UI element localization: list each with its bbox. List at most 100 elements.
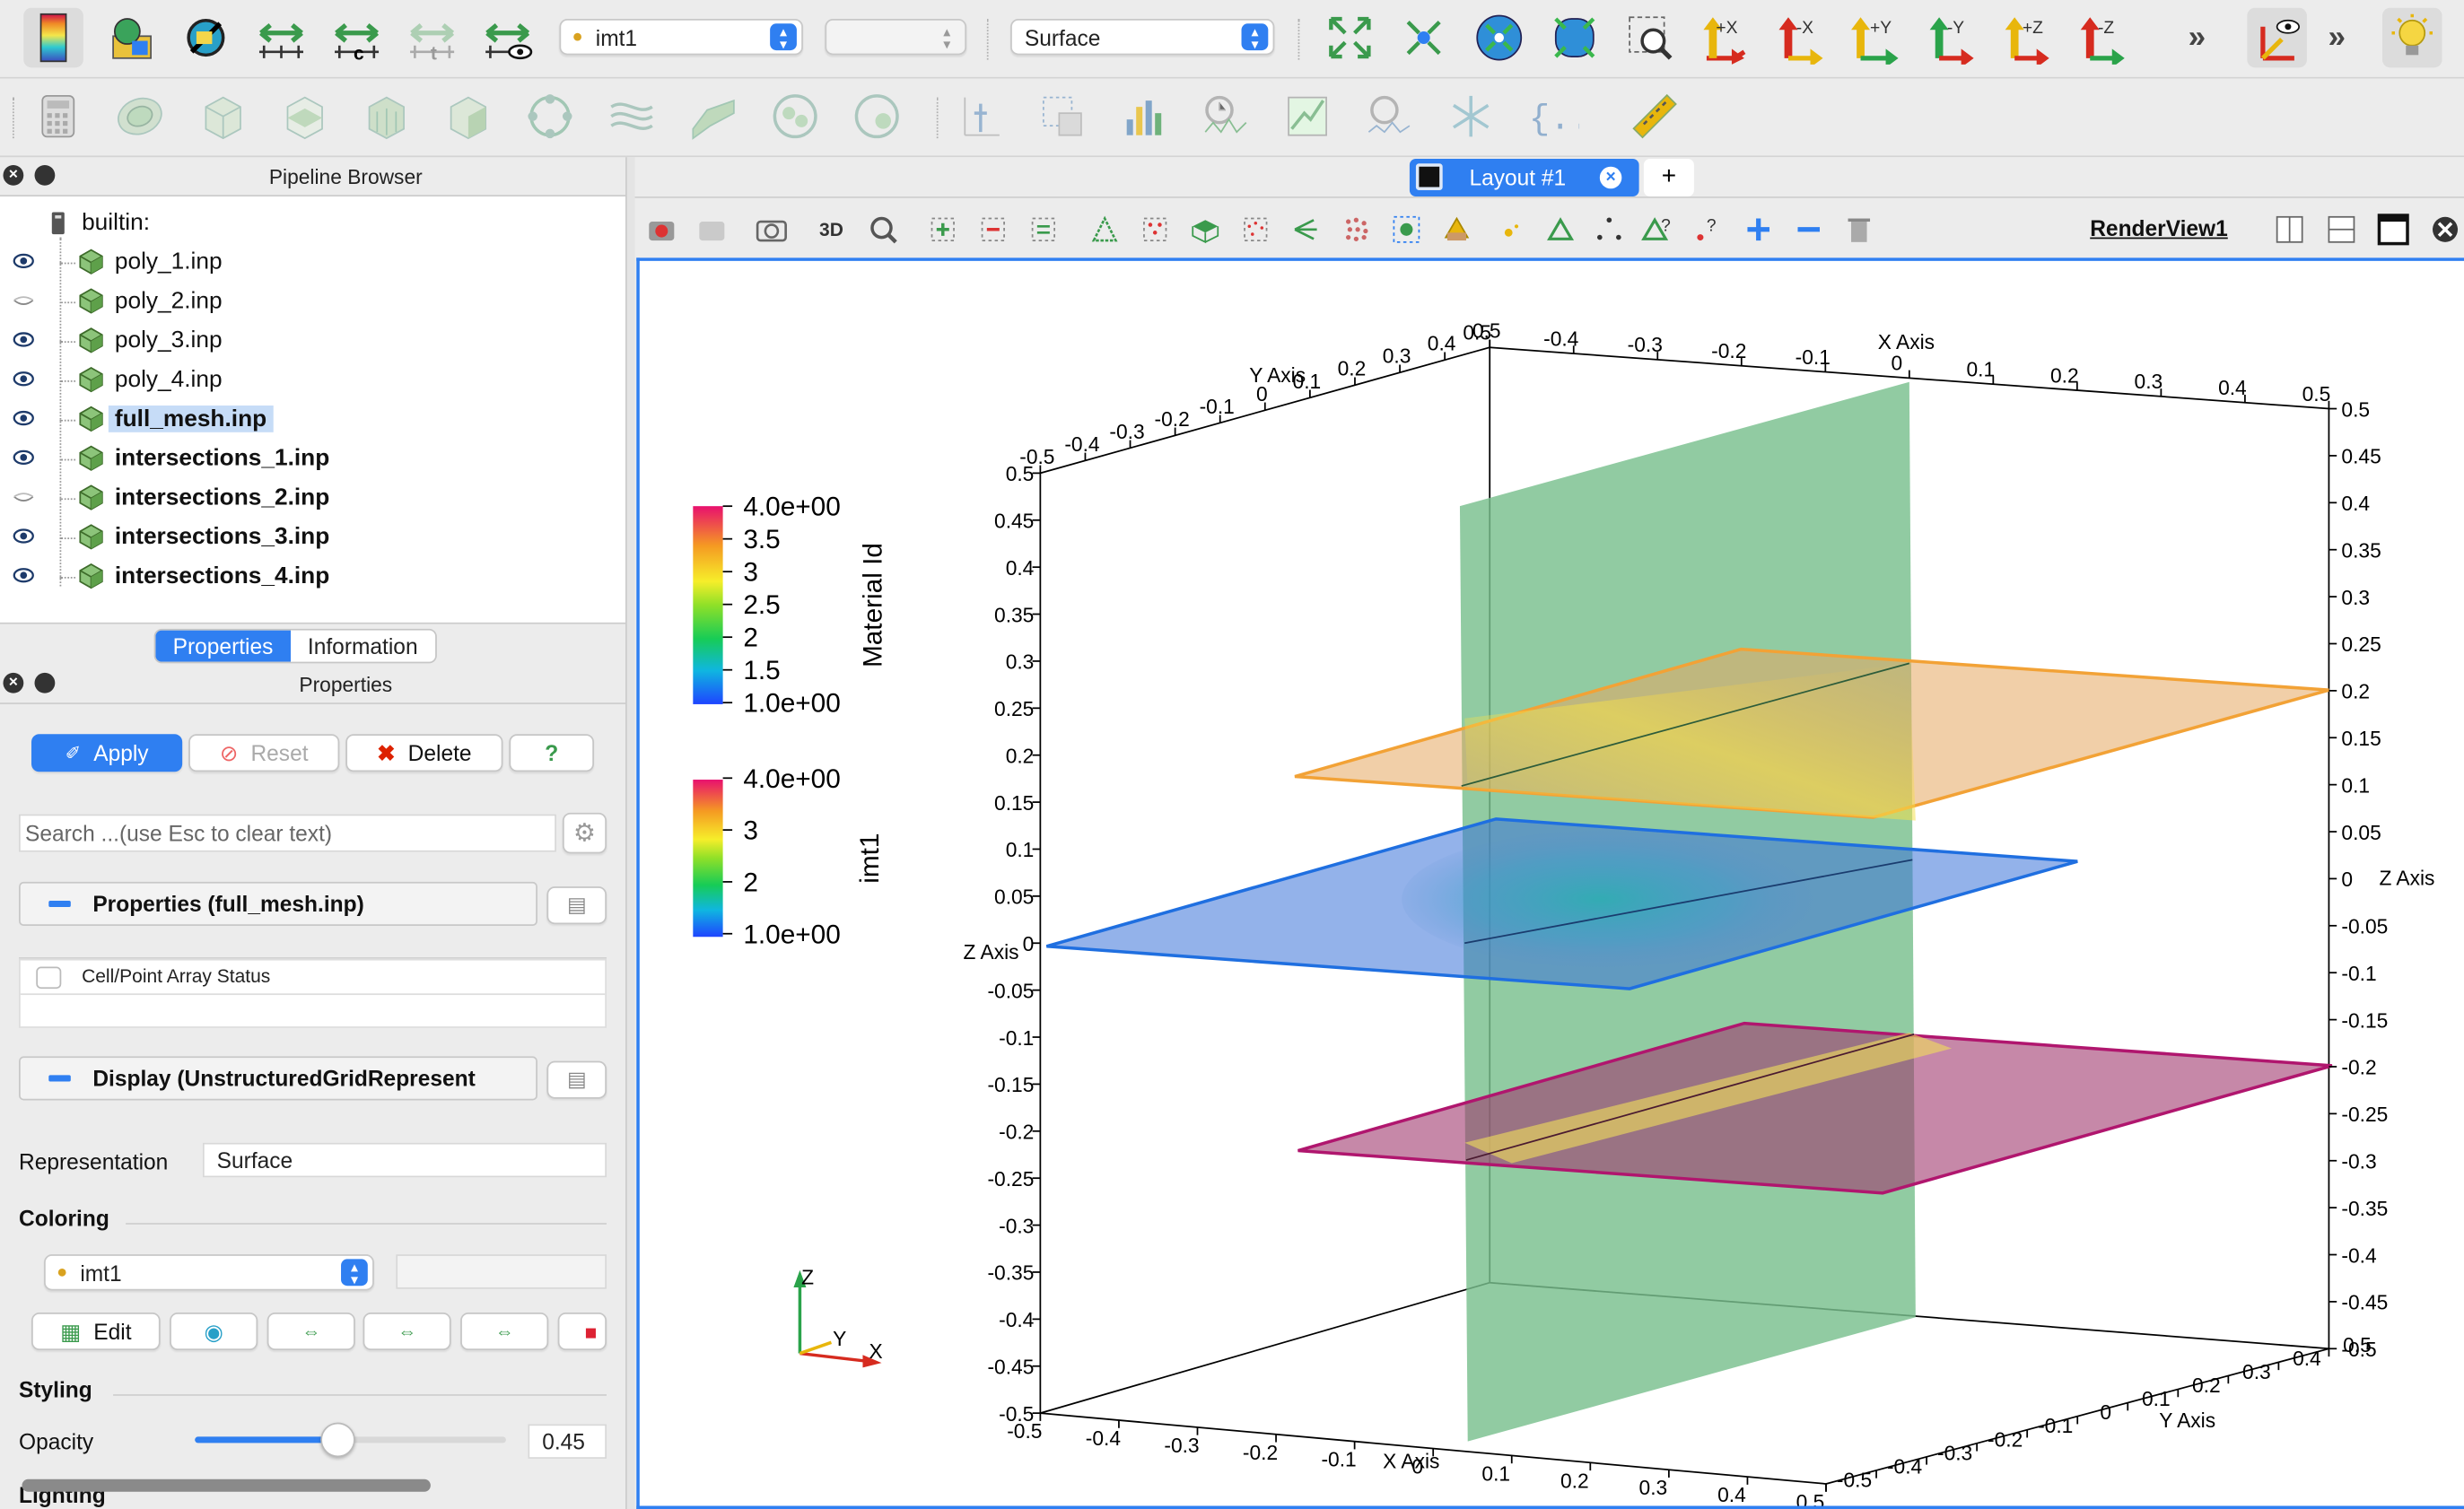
eye-icon[interactable]	[13, 410, 35, 426]
plot-over-line-icon[interactable]	[951, 86, 1011, 146]
pipeline-item[interactable]: intersections_1.inp	[0, 440, 625, 480]
custom-range-icon[interactable]	[176, 8, 236, 68]
zoom-closest-icon[interactable]	[1469, 8, 1529, 68]
toggle-3d-button[interactable]: 3D	[819, 218, 843, 241]
hover-cells-icon[interactable]	[1336, 209, 1377, 250]
light-bulb-icon[interactable]	[2381, 7, 2442, 68]
pipeline-item[interactable]: full_mesh.inp	[0, 401, 625, 440]
clip-icon[interactable]	[193, 86, 253, 146]
snowflake-icon[interactable]	[1441, 86, 1501, 146]
search-input[interactable]: Search ...(use Esc to clear text)	[19, 814, 556, 852]
cell-point-checkbox[interactable]	[36, 966, 62, 990]
view-plus-y-icon[interactable]: +Y	[1847, 8, 1907, 68]
python-calculator-icon[interactable]: {..}	[1523, 86, 1583, 146]
representation-field[interactable]: Surface	[202, 1142, 607, 1178]
undock-panel-icon[interactable]	[34, 672, 56, 693]
warp-icon[interactable]	[684, 86, 744, 146]
select-cells-frustum-icon[interactable]	[1023, 209, 1064, 250]
undock-panel-icon[interactable]	[34, 164, 56, 186]
eye-icon[interactable]	[13, 371, 35, 387]
render-view-name[interactable]: RenderView1	[2090, 215, 2228, 241]
close-panel-icon[interactable]: ×	[3, 672, 24, 693]
advanced-settings-button[interactable]: ⚙	[562, 812, 607, 854]
section-display-header[interactable]: Display (UnstructuredGridRepresent	[19, 1056, 537, 1101]
split-vertical-icon[interactable]	[2321, 209, 2363, 250]
eye-closed-icon[interactable]	[13, 292, 35, 309]
plot-data-over-time-icon[interactable]	[1196, 86, 1256, 146]
eye-icon[interactable]	[13, 449, 35, 466]
view-plus-x-icon[interactable]: +X	[1696, 8, 1756, 68]
hover-points-icon[interactable]	[1286, 209, 1327, 250]
stream-tracer-icon[interactable]	[602, 86, 662, 146]
more-coloring-button[interactable]: ■	[557, 1313, 607, 1351]
opacity-slider[interactable]	[195, 1422, 506, 1458]
pipeline-item[interactable]: intersections_2.inp	[0, 479, 625, 519]
group-datasets-icon[interactable]	[765, 86, 826, 146]
hover-cells-query-icon[interactable]: ?	[1688, 209, 1729, 250]
select-surface-icon[interactable]	[1540, 209, 1581, 250]
calculator-icon[interactable]	[29, 86, 89, 146]
hover-points-query-icon[interactable]: ?	[1638, 209, 1679, 250]
close-panel-icon[interactable]: ×	[3, 164, 24, 186]
apply-button[interactable]: ✐ Apply	[31, 734, 183, 772]
threshold-icon[interactable]	[357, 86, 417, 146]
select-cells-on-icon[interactable]	[922, 209, 964, 250]
choose-preset-button[interactable]: ◉	[170, 1313, 258, 1351]
toolbar-overflow-button-2[interactable]: »	[2328, 19, 2346, 55]
extract-subset-icon[interactable]	[439, 86, 499, 146]
reset-camera-icon[interactable]	[1320, 8, 1380, 68]
rescale-range-button[interactable]: ⇔	[266, 1313, 355, 1351]
camera-undo-icon[interactable]	[862, 209, 904, 250]
close-view-icon[interactable]	[2425, 209, 2464, 250]
ruler-icon[interactable]	[1625, 86, 1685, 146]
add-selection-icon[interactable]	[1738, 209, 1779, 250]
representation-select[interactable]: Surface ▴ ▾	[1010, 19, 1275, 56]
capture-screenshot-icon[interactable]	[642, 209, 683, 250]
rescale-visible-icon[interactable]	[477, 8, 537, 68]
rescale-data-range-icon[interactable]	[251, 8, 311, 68]
rescale-icon[interactable]	[102, 8, 162, 68]
coloring-select[interactable]: imt1 ▴ ▾	[44, 1254, 374, 1291]
contour-icon[interactable]	[110, 86, 170, 146]
view-plus-z-icon[interactable]: +Z	[1997, 8, 2058, 68]
color-map-editor-icon[interactable]	[23, 7, 83, 68]
copy-properties-button[interactable]: ▤	[546, 886, 607, 925]
split-horizontal-icon[interactable]	[2269, 209, 2311, 250]
color-array-select[interactable]: imt1 ▴ ▾	[559, 19, 803, 56]
slice-icon[interactable]	[275, 86, 335, 146]
interactive-select-icon[interactable]	[1236, 209, 1277, 250]
select-blocks-icon[interactable]	[1184, 209, 1226, 250]
view-minus-x-icon[interactable]: -X	[1771, 8, 1831, 68]
pipeline-item[interactable]: poly_4.inp	[0, 362, 625, 401]
select-polygon-icon[interactable]	[1084, 209, 1125, 250]
view-minus-z-icon[interactable]: -Z	[2073, 8, 2133, 68]
camera-icon[interactable]	[751, 209, 792, 250]
find-data-icon[interactable]	[1491, 209, 1533, 250]
eye-icon[interactable]	[13, 568, 35, 584]
rescale-custom-button[interactable]: ⇔	[363, 1313, 451, 1351]
zoom-to-data-icon[interactable]	[1394, 8, 1454, 68]
panel-splitter[interactable]	[625, 157, 635, 1509]
opacity-value-field[interactable]: 0.45	[528, 1424, 607, 1459]
add-layout-tab-button[interactable]: +	[1643, 158, 1694, 197]
glyph-icon[interactable]	[520, 86, 581, 146]
histogram-icon[interactable]	[1114, 86, 1175, 146]
eye-icon[interactable]	[13, 528, 35, 545]
eye-icon[interactable]	[13, 253, 35, 269]
pipeline-item[interactable]: intersections_3.inp	[0, 519, 625, 558]
view-orientation-icon[interactable]	[2247, 7, 2307, 68]
plot-selection-icon[interactable]	[1033, 86, 1093, 146]
rescale-custom-icon[interactable]: c	[327, 8, 387, 68]
pipeline-item[interactable]: poly_1.inp	[0, 244, 625, 283]
tab-properties[interactable]: Properties	[155, 630, 291, 662]
shrink-selection-icon[interactable]	[1437, 209, 1478, 250]
pipeline-item[interactable]: poly_3.inp	[0, 322, 625, 362]
delete-button[interactable]: ✖ Delete	[345, 734, 503, 772]
horizontal-scrollbar[interactable]	[22, 1478, 431, 1492]
tab-layout-1[interactable]: Layout #1 ×	[1409, 158, 1639, 197]
render-view[interactable]: 0.5 -0.4 -0.3 -0.2 -0.1 0 0.1 0.2 0.3 0.4 0.5 -0.5-…	[636, 257, 2464, 1509]
zoom-to-box-icon[interactable]	[1621, 8, 1681, 68]
rescale-temporal-button[interactable]: ⇔	[460, 1313, 549, 1351]
subtract-selection-icon[interactable]	[1788, 209, 1830, 250]
pipeline-item[interactable]: intersections_4.inp	[0, 558, 625, 597]
